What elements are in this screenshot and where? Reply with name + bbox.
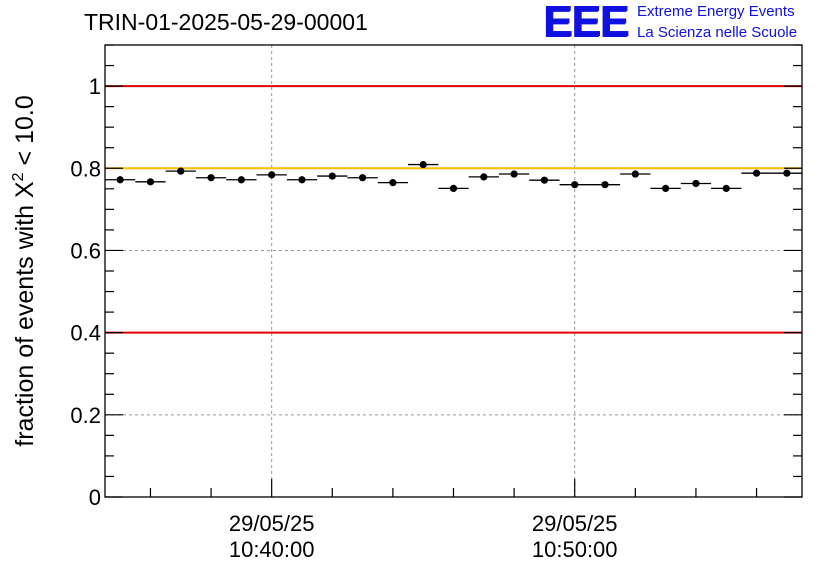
y-axis-label-suffix: < 10.0 <box>11 95 39 172</box>
data-point <box>317 172 348 180</box>
axes <box>104 44 803 498</box>
y-axis-label-sup: 2 <box>10 172 27 181</box>
data-point <box>498 170 530 178</box>
point-marker <box>692 179 700 188</box>
data-point <box>347 174 378 182</box>
point-marker <box>540 176 549 184</box>
grid-lines <box>105 45 802 497</box>
point-marker <box>662 184 670 193</box>
data-point <box>529 176 560 184</box>
point-marker <box>328 172 336 180</box>
point-marker <box>571 181 579 189</box>
y-axis-label-prefix: fraction of events with <box>11 198 39 447</box>
point-marker <box>631 170 639 178</box>
point-marker <box>480 173 488 181</box>
data-point <box>620 170 651 178</box>
data-point <box>468 173 499 181</box>
data-point <box>286 176 318 184</box>
point-marker <box>268 171 276 179</box>
y-tick-label: 0.2 <box>70 403 101 428</box>
data-point <box>165 167 196 175</box>
axis-labels: 00.20.40.60.8129/05/2510:40:0029/05/2510… <box>10 74 618 562</box>
data-point <box>650 184 681 193</box>
y-axis-label-symbol: X <box>11 181 39 198</box>
data-point <box>226 176 257 184</box>
plot-frame <box>104 44 803 498</box>
point-marker <box>783 169 791 177</box>
data-point <box>256 171 287 179</box>
y-tick-label: 0 <box>89 485 101 510</box>
point-marker <box>298 176 306 184</box>
reference-lines <box>105 85 802 334</box>
data-point <box>771 169 802 177</box>
data-point <box>195 174 227 182</box>
y-tick-label: 1 <box>89 74 101 99</box>
data-point <box>377 179 409 187</box>
data-point <box>135 178 166 186</box>
data-point <box>408 160 439 169</box>
point-marker <box>358 174 367 182</box>
data-points <box>105 160 802 193</box>
point-marker <box>207 174 215 182</box>
x-tick-label-date: 29/05/25 <box>229 511 315 536</box>
eee-logo-mark: EEE <box>543 0 629 46</box>
data-point <box>589 181 621 189</box>
logo-text-line1: Extreme Energy Events <box>637 3 795 20</box>
data-point <box>105 176 136 184</box>
data-point <box>711 184 742 193</box>
point-marker <box>510 170 518 178</box>
point-marker <box>389 179 397 187</box>
x-tick-label-date: 29/05/25 <box>532 511 618 536</box>
chart-title: TRIN-01-2025-05-29-00001 <box>84 9 368 35</box>
eee-logo: EEE Extreme Energy Events La Scienza nel… <box>541 0 836 48</box>
data-point <box>559 181 590 189</box>
y-tick-label: 0.8 <box>70 156 101 181</box>
point-marker <box>146 178 155 186</box>
point-marker <box>237 176 245 184</box>
y-axis-label: fraction of events with X2 < 10.0 <box>10 95 39 446</box>
x-tick-label-time: 10:50:00 <box>532 537 618 562</box>
point-marker <box>177 167 185 175</box>
logo-text-line2: La Scienza nelle Scuole <box>637 24 798 41</box>
y-tick-label: 0.4 <box>70 321 101 346</box>
point-marker <box>419 160 427 169</box>
point-marker <box>752 169 761 177</box>
point-marker <box>116 176 124 184</box>
data-point <box>438 184 469 193</box>
x-tick-label-time: 10:40:00 <box>229 537 315 562</box>
data-point <box>680 179 712 188</box>
data-point <box>741 169 772 177</box>
point-marker <box>601 181 609 189</box>
point-marker <box>449 184 458 193</box>
point-marker <box>722 184 730 193</box>
y-tick-label: 0.6 <box>70 238 101 263</box>
